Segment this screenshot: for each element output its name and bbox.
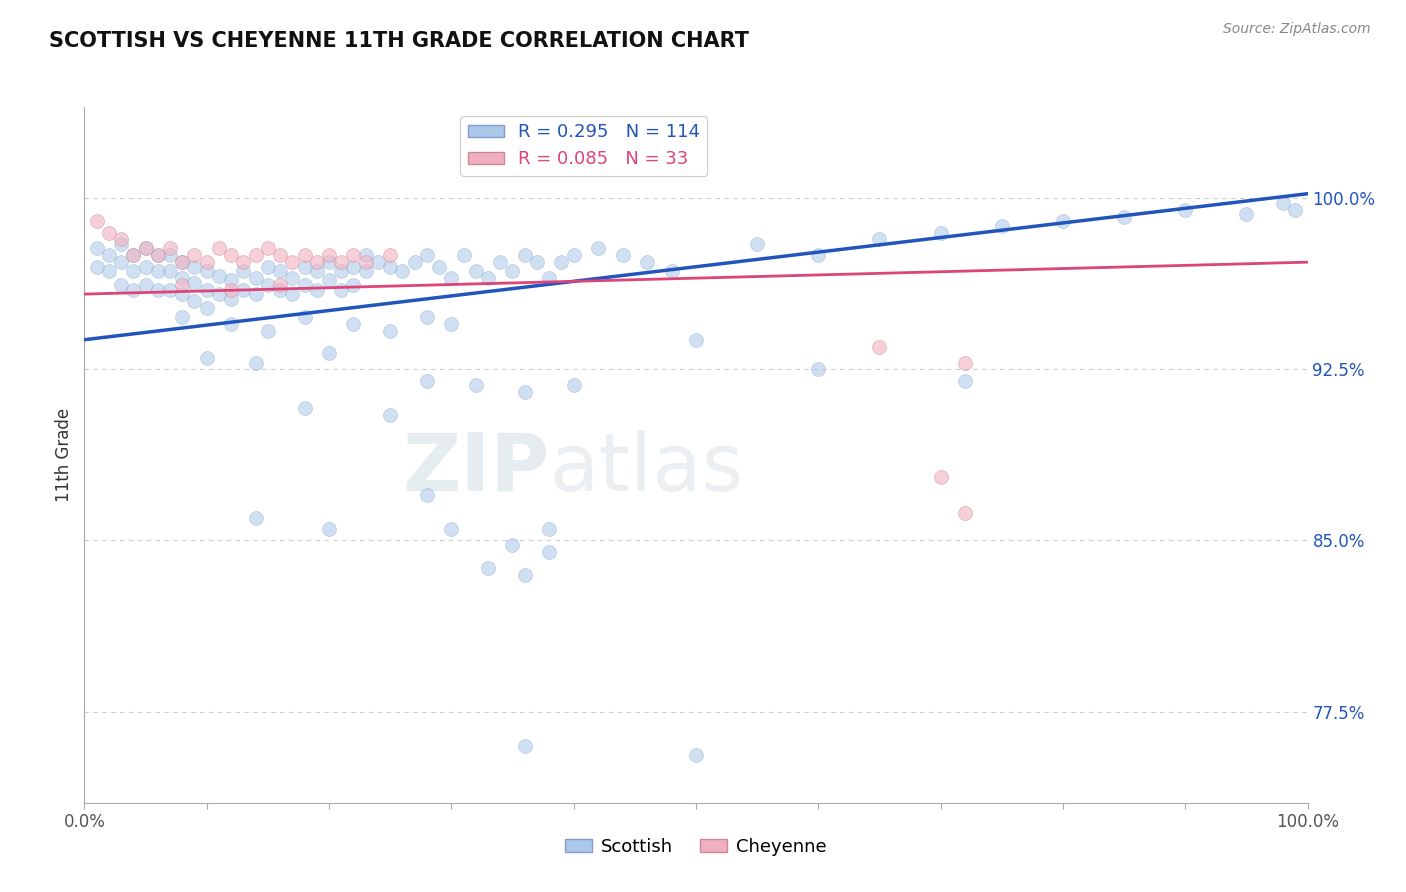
Y-axis label: 11th Grade: 11th Grade [55,408,73,502]
Text: SCOTTISH VS CHEYENNE 11TH GRADE CORRELATION CHART: SCOTTISH VS CHEYENNE 11TH GRADE CORRELAT… [49,31,749,51]
Text: atlas: atlas [550,430,744,508]
Legend: Scottish, Cheyenne: Scottish, Cheyenne [558,831,834,863]
Text: Source: ZipAtlas.com: Source: ZipAtlas.com [1223,22,1371,37]
Text: ZIP: ZIP [402,430,550,508]
